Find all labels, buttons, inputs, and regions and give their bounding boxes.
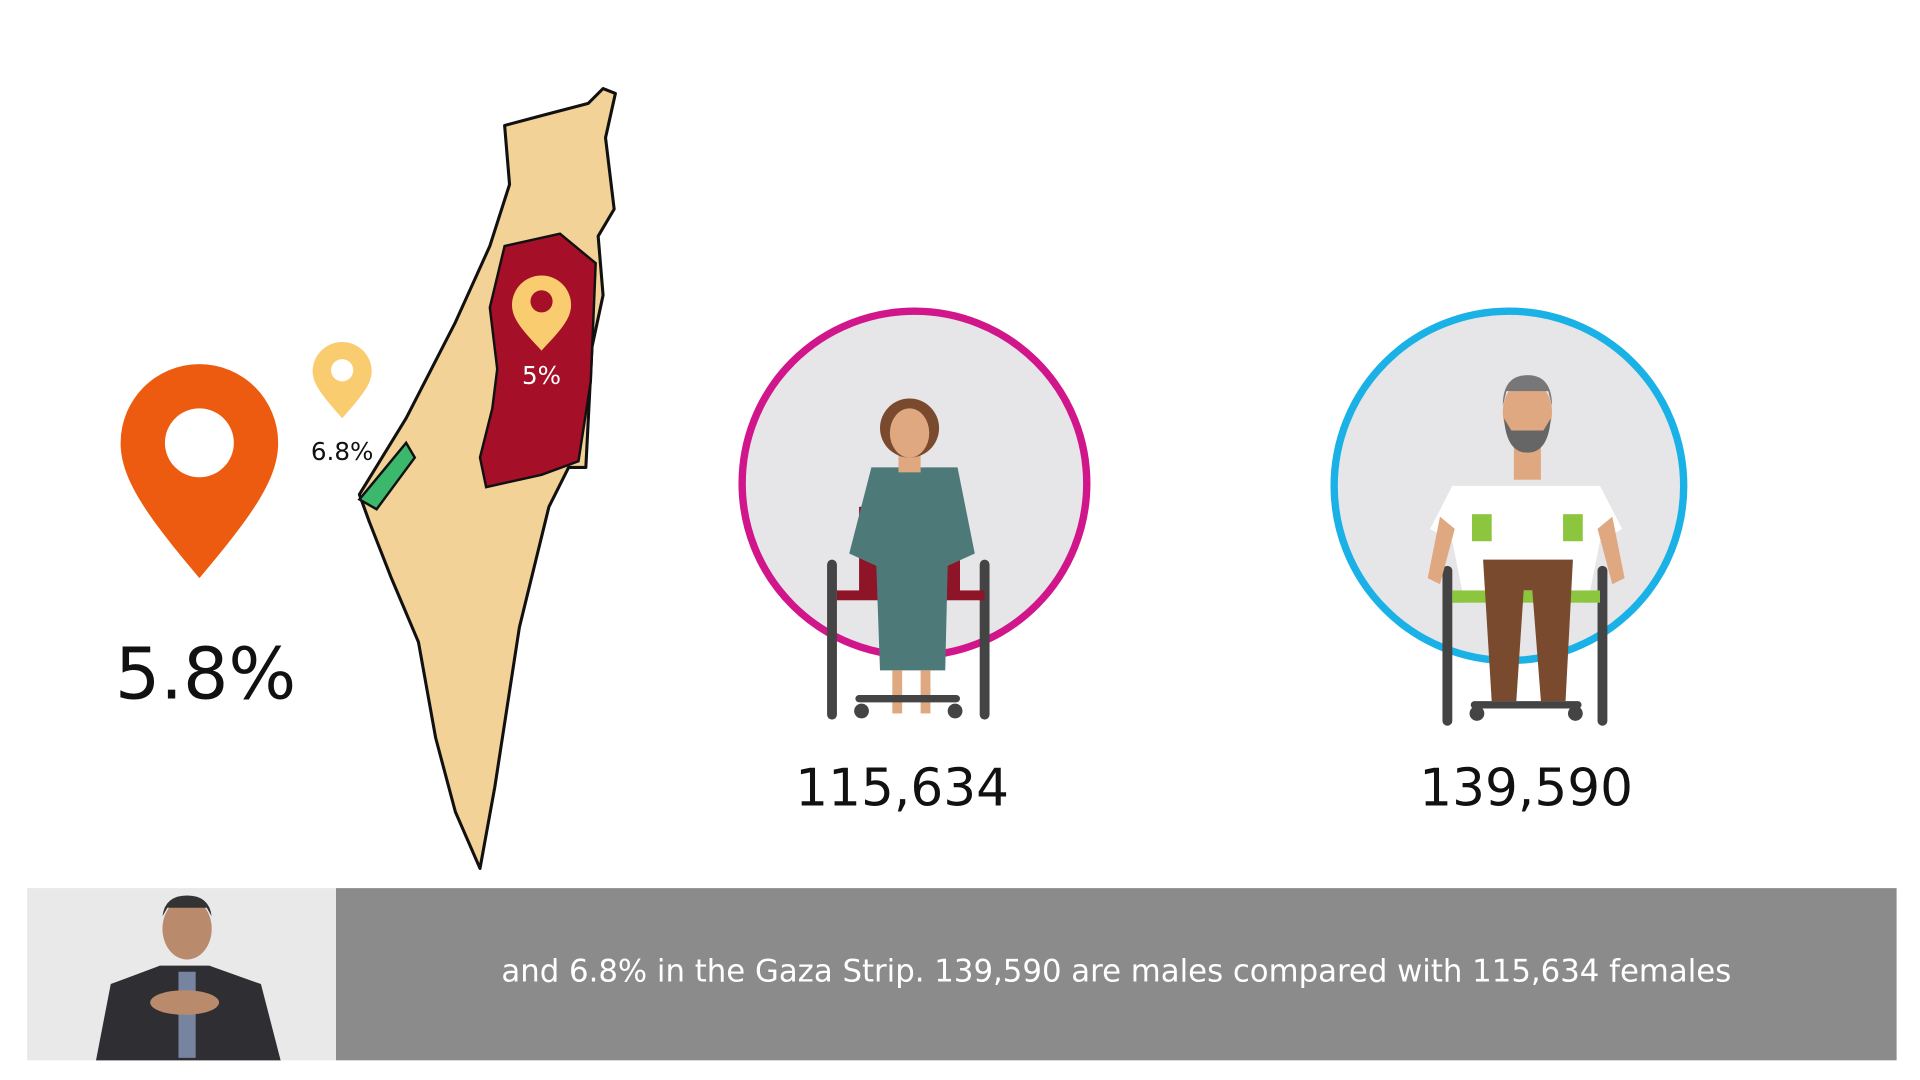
male-count: 139,590 [1419, 759, 1633, 819]
caption: and 6.8% in the Gaza Strip. 139,590 are … [501, 954, 1731, 990]
female-count: 115,634 [795, 759, 1009, 819]
sign-language-video [27, 888, 336, 1061]
yellow-pin [312, 341, 372, 419]
west-bank-rate: 5% [522, 361, 561, 390]
total-rate: 5.8% [115, 633, 296, 716]
female-figure [738, 307, 1091, 720]
caption-bar [336, 888, 1897, 1061]
orange-pin [120, 364, 279, 579]
map [357, 87, 617, 870]
male-figure [1330, 307, 1688, 726]
gaza-rate: 6.8% [311, 437, 374, 466]
